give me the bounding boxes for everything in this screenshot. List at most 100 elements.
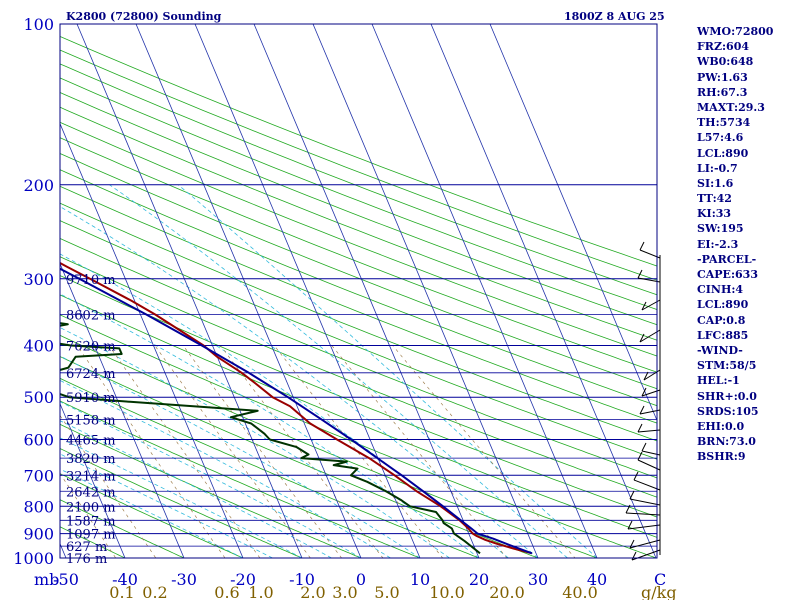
pressure-tick-label: 500 (23, 388, 54, 407)
mixing-ratio-tick-label: 10.0 (429, 583, 465, 600)
mixing-ratio-tick-label: 0.1 (109, 583, 134, 600)
mixing-ratio-line (60, 414, 157, 558)
dry-adiabat-line (60, 169, 657, 407)
isotherm-line (135, 24, 362, 558)
mixing-ratio-line (60, 472, 117, 558)
temperature-tick-label: 40 (587, 570, 607, 589)
mixing-ratio-line (182, 345, 343, 558)
dry-adiabat-line (60, 49, 657, 281)
stat-item: BSHR:9 (697, 450, 746, 464)
dewpoint-trace (60, 322, 481, 555)
pressure-tick-label: 100 (23, 15, 54, 34)
wind-barb (637, 277, 661, 283)
mixing-ratio-tick-label: 0.2 (142, 583, 167, 600)
isotherm-line (312, 24, 539, 558)
height-label: 3820 m (66, 452, 116, 467)
wind-barb-flag (639, 241, 645, 251)
height-label: 627 m (66, 540, 107, 555)
stat-item: LCL:890 (697, 146, 749, 160)
wind-barbs (625, 241, 661, 561)
height-label: 9710 m (66, 273, 116, 288)
isotherm-line (430, 24, 657, 558)
mixing-ratio-tick-label: 0.6 (214, 583, 239, 600)
dry-adiabat-line (60, 526, 126, 558)
wind-barb-flag (643, 371, 649, 381)
mixing-ratio-tick-label: 2.0 (300, 583, 325, 600)
plot-frame (59, 23, 658, 559)
isotherm-line (60, 402, 126, 558)
wind-barb (637, 459, 661, 471)
stat-item: PW:1.63 (697, 70, 748, 84)
wind-barb-flag (627, 520, 633, 530)
mixing-ratio-tick-label: 1.0 (248, 583, 273, 600)
stat-item: CAP:0.8 (697, 313, 746, 327)
stat-item: EHI:0.0 (697, 419, 745, 433)
dry-adiabat-line (60, 92, 657, 326)
moist-adiabat-line (60, 253, 509, 558)
height-label: 7620 m (66, 340, 116, 355)
mixing-ratio-line (331, 345, 508, 558)
isotherm-line (253, 24, 480, 558)
dry-adiabat-line (60, 220, 657, 460)
stat-item: RH:67.3 (697, 85, 748, 99)
height-label: 1587 m (66, 514, 116, 529)
dry-adiabat-line (60, 185, 657, 424)
dry-adiabat-line (60, 400, 422, 558)
wind-barb-flag (641, 442, 647, 452)
stat-item: LCL:890 (697, 298, 749, 312)
sounding-curves (60, 261, 533, 555)
dry-adiabat-line (60, 448, 303, 558)
pressure-tick-label: 800 (23, 497, 54, 516)
moist-adiabat-line (60, 379, 391, 558)
dry-adiabat-line (60, 106, 657, 341)
dry-adiabat-line (60, 334, 599, 558)
stat-item: SHR+:0.0 (697, 389, 757, 403)
dry-adiabat-line (60, 356, 540, 558)
wind-barb-flag (633, 471, 639, 481)
wind-barb-flag (637, 423, 643, 433)
temperature-unit-label: C (654, 570, 666, 589)
moist-adiabat-line (60, 453, 273, 558)
stat-item: KI:33 (697, 207, 732, 221)
dry-adiabat-line (60, 35, 657, 267)
pressure-tick-label: 600 (23, 431, 54, 450)
height-label: 176 m (66, 552, 107, 567)
mixing-ratio-tick-label: 20.0 (489, 583, 525, 600)
stat-item: HEL:-1 (697, 374, 740, 388)
mixing-ratio-line (392, 345, 576, 558)
mixing-ratio-tick-labels: 0.1 0.2 0.6 1.0 2.0 3.0 5.0 10.0 20.0 40.0 (109, 583, 598, 600)
isotherm-line (60, 122, 244, 558)
wind-barb-flag (641, 387, 647, 397)
stat-item: SRDS:105 (697, 404, 759, 418)
dry-adiabat-line (60, 237, 657, 479)
dry-adiabat-line (60, 377, 481, 558)
dry-adiabat-line (60, 63, 657, 296)
pressure-tick-label: 200 (23, 176, 54, 195)
stat-item: -PARCEL- (697, 252, 757, 266)
isotherm-line (194, 24, 421, 558)
height-label: 6724 m (66, 367, 116, 382)
temperature-tick-label: 10 (410, 570, 430, 589)
isotherm-line (371, 24, 598, 558)
wind-barb (629, 498, 661, 506)
wind-barb (627, 524, 661, 530)
moist-adiabat-line (60, 206, 539, 558)
temperature-tick-label: 30 (528, 570, 548, 589)
sounding-indices-list: WMO:72800 FRZ:604 WB0:648 PW:1.63 RH:67.… (697, 24, 773, 464)
pressure-tick-label: 1000 (13, 549, 54, 568)
wind-barb-flag (641, 301, 647, 311)
stat-item: STM:58/5 (697, 359, 757, 373)
temperature-tick-label: -40 (112, 570, 138, 589)
stat-item: FRZ:604 (697, 40, 750, 54)
height-label: 2642 m (66, 485, 116, 500)
temperature-tick-label: -50 (53, 570, 79, 589)
wind-barb (633, 479, 661, 491)
dry-adiabat-line (60, 153, 657, 390)
chart-title: K2800 (72800) Sounding (66, 10, 222, 23)
mixing-ratio-tick-label: 40.0 (562, 583, 598, 600)
pressure-tick-labels: 100 200 300 400 500 600 700 800 900 1000 (13, 15, 54, 568)
chart-time: 1800Z 8 AUG 25 (564, 10, 665, 23)
dry-adiabat-line (60, 499, 185, 558)
mixing-ratio-unit-label: g/kg (641, 583, 677, 600)
